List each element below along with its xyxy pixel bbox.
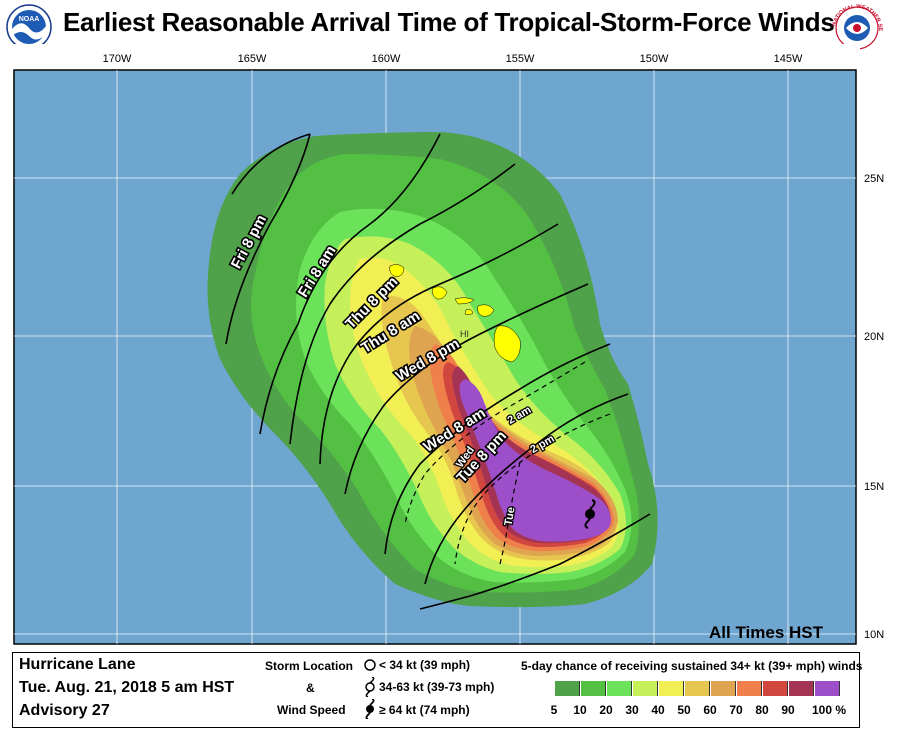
scale-swatch <box>659 681 684 696</box>
wind-speed-label: Wind Speed <box>277 703 346 717</box>
arrival-time-contours <box>225 133 651 610</box>
scale-label: 70 <box>729 703 743 717</box>
hurricane-icon <box>584 499 596 529</box>
svg-text:NOAA: NOAA <box>19 16 40 23</box>
longitude-label: 170W <box>103 53 132 65</box>
scale-swatch <box>555 681 580 696</box>
storm-advisory: Advisory 27 <box>19 702 110 719</box>
storm-name: Hurricane Lane <box>19 656 136 673</box>
scale-swatch <box>607 681 632 696</box>
latitude-label: 25N <box>864 173 884 185</box>
legend-box: Hurricane Lane Tue. Aug. 21, 2018 5 am H… <box>12 652 863 728</box>
nws-logo: NATIONAL WEATHER SERVICE <box>826 2 883 50</box>
island-maui <box>477 304 495 317</box>
contour-fri-8am <box>259 133 441 435</box>
contour-fri-8pm <box>225 133 311 345</box>
intermediate-contours <box>404 361 611 565</box>
scale-swatch <box>581 681 606 696</box>
hawaiian-islands <box>389 264 521 363</box>
legend-entry-weak: < 34 kt (39 mph) <box>379 658 471 672</box>
contour-tue-8pm <box>424 393 629 585</box>
contour-edge-1 <box>419 513 651 610</box>
scale-label: 90 <box>781 703 795 717</box>
scale-label: 60 <box>703 703 717 717</box>
island-big-island <box>493 325 521 363</box>
probability-bands <box>207 132 658 608</box>
storm-location-label: Storm Location <box>265 659 354 673</box>
storm-datetime: Tue. Aug. 21, 2018 5 am HST <box>19 679 235 696</box>
scale-label: 40 <box>651 703 665 717</box>
times-note: All Times HST <box>709 623 824 642</box>
legend-entry-hurricane: ≥ 64 kt (74 mph) <box>379 703 470 717</box>
probability-title: 5-day chance of receiving sustained 34+ … <box>521 659 863 673</box>
longitude-label: 160W <box>372 53 401 65</box>
scale-swatch <box>789 681 814 696</box>
latitude-labels: 25N 20N 15N 10N <box>864 173 884 641</box>
scale-label: 100 % <box>811 703 847 717</box>
scale-swatch <box>633 681 658 696</box>
island-oahu <box>431 286 448 300</box>
island-molokai <box>454 297 475 305</box>
scale-label: 5 <box>550 703 558 717</box>
latitude-label: 15N <box>864 481 884 493</box>
small-contour-label: Tue <box>503 506 518 527</box>
contour-tue-2am <box>499 461 521 565</box>
state-label: HI <box>460 329 469 339</box>
island-lanai <box>464 309 474 316</box>
island-kauai <box>389 264 405 278</box>
tropical-storm-icon <box>365 677 375 697</box>
hurricane-legend-icon <box>365 699 375 719</box>
longitude-label: 165W <box>238 53 267 65</box>
contour-wed-2am <box>404 361 586 525</box>
contour-wed-8pm <box>344 283 589 495</box>
latitude-label: 20N <box>864 331 884 343</box>
legend-amp: & <box>306 681 315 695</box>
open-circle-icon <box>364 659 376 671</box>
contour-tue-2pm <box>454 413 611 565</box>
longitude-label: 155W <box>506 53 535 65</box>
scale-swatch <box>763 681 788 696</box>
contour-thu-8pm <box>289 163 516 445</box>
scale-swatch <box>815 681 840 696</box>
scale-label: 10 <box>573 703 587 717</box>
scale-swatch <box>685 681 710 696</box>
scale-label: 20 <box>599 703 613 717</box>
contour-wed-8am <box>384 343 611 555</box>
noaa-logo: NOAA <box>6 4 52 50</box>
scale-label: 80 <box>755 703 769 717</box>
scale-swatch <box>711 681 736 696</box>
longitude-label: 150W <box>640 53 669 65</box>
scale-label: 30 <box>625 703 639 717</box>
scale-label: 50 <box>677 703 691 717</box>
legend-entry-ts: 34-63 kt (39-73 mph) <box>379 680 495 694</box>
page-title: Earliest Reasonable Arrival Time of Trop… <box>63 7 835 37</box>
longitude-labels: 170W 165W 160W 155W 150W 145W <box>103 53 803 65</box>
latitude-label: 10N <box>864 629 884 641</box>
longitude-label: 145W <box>774 53 803 65</box>
scale-swatch <box>737 681 762 696</box>
band-100 <box>459 379 611 542</box>
contour-thu-8am <box>319 223 559 465</box>
title-bar: NOAA Earliest Reasonable Arrival Time of… <box>0 0 897 50</box>
